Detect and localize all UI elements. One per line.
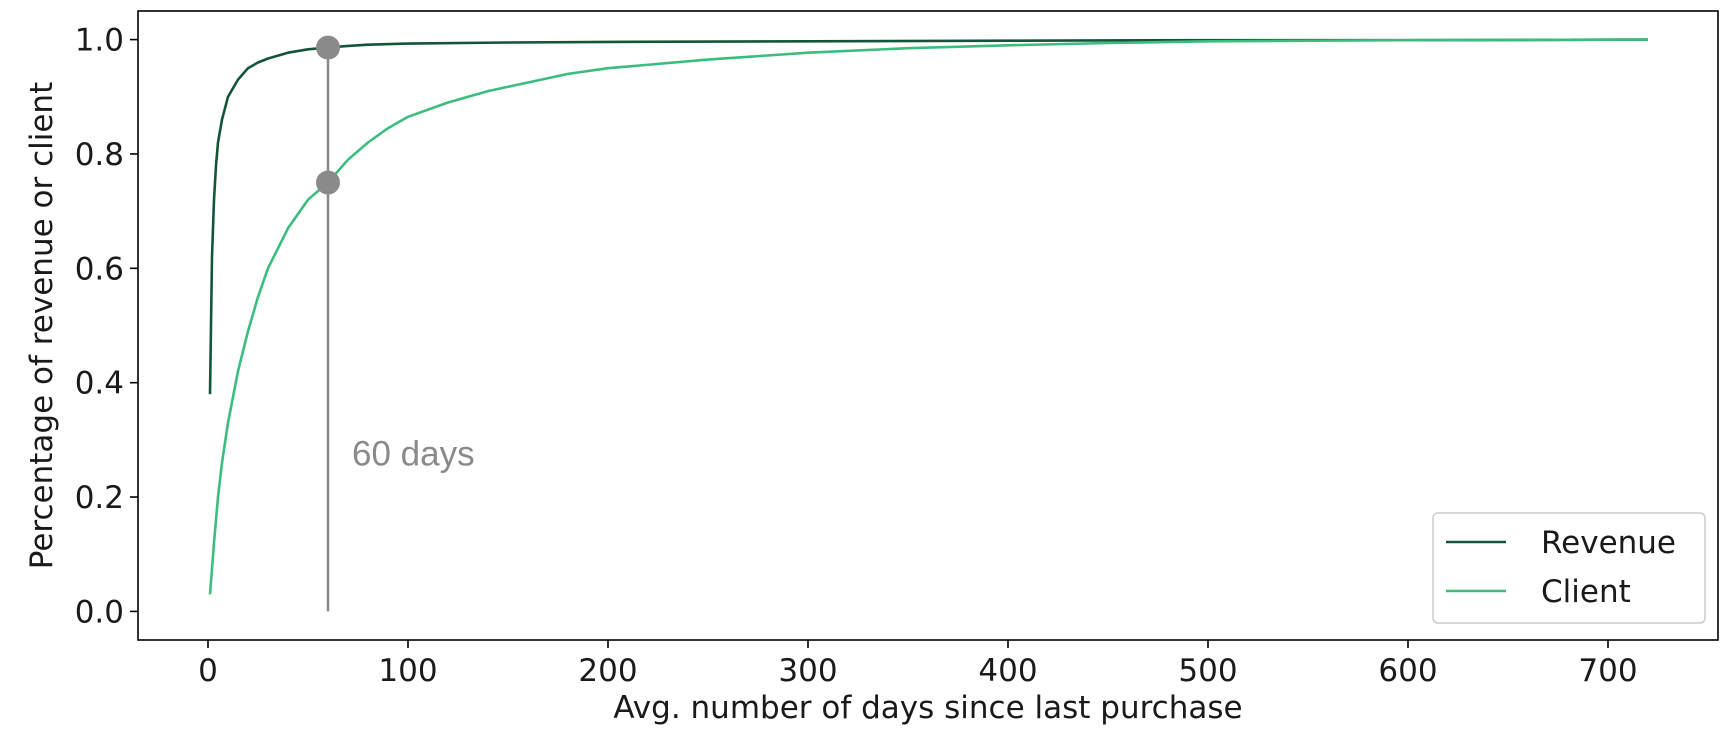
plot-frame: [137, 10, 1719, 641]
legend-box: [1432, 512, 1706, 624]
y-tick-label: 0.0: [75, 594, 124, 630]
x-tick-label: 200: [578, 653, 637, 689]
x-tick-label: 100: [378, 653, 437, 689]
y-axis-label: Percentage of revenue or client: [24, 82, 60, 569]
annotation-label: 60 days: [352, 435, 475, 474]
y-tick-label: 0.2: [75, 480, 124, 516]
y-axis-ticks: 0.0 0.2 0.4 0.6 0.8 1.0: [75, 23, 138, 630]
plot-lines: [208, 38, 1649, 595]
annotation-layer: 60 days: [316, 35, 475, 612]
x-tick-label: 0: [198, 653, 218, 689]
y-tick-label: 0.4: [75, 366, 124, 402]
annotation-marker-client: [316, 170, 340, 195]
series-line-revenue: [208, 38, 1649, 395]
x-axis-ticks: 0 100 200 300 400 500 600 700: [198, 640, 1638, 689]
x-tick-label: 400: [978, 653, 1037, 689]
y-tick-label: 0.6: [75, 251, 124, 287]
x-tick-label: 500: [1178, 653, 1237, 689]
legend: Revenue Client: [1432, 512, 1706, 624]
y-tick-label: 1.0: [75, 23, 124, 59]
legend-label-client: Client: [1541, 574, 1631, 610]
y-tick-label: 0.8: [75, 137, 124, 173]
series-line-client: [208, 38, 1649, 595]
x-tick-label: 700: [1578, 653, 1637, 689]
x-tick-label: 600: [1378, 653, 1437, 689]
x-tick-label: 300: [778, 653, 837, 689]
legend-label-revenue: Revenue: [1541, 525, 1676, 561]
annotation-marker-revenue: [316, 35, 340, 60]
x-axis-label: Avg. number of days since last purchase: [613, 690, 1242, 726]
